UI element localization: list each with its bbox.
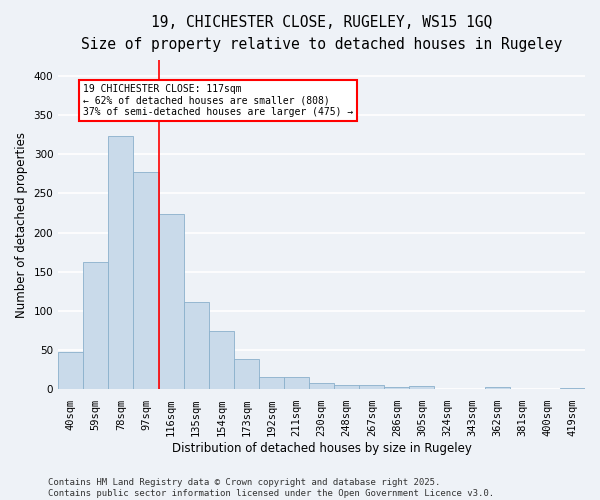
Bar [209,332,234,389]
Bar [409,386,434,389]
Bar [109,136,133,389]
Bar [234,358,259,389]
Bar [309,383,334,389]
Bar [385,387,409,389]
Bar [560,388,585,389]
Bar [83,262,109,389]
Title: 19, CHICHESTER CLOSE, RUGELEY, WS15 1GQ
Size of property relative to detached ho: 19, CHICHESTER CLOSE, RUGELEY, WS15 1GQ … [81,15,562,52]
Bar [485,387,510,389]
X-axis label: Distribution of detached houses by size in Rugeley: Distribution of detached houses by size … [172,442,472,455]
Bar [58,352,83,389]
Bar [334,386,359,389]
Text: 19 CHICHESTER CLOSE: 117sqm
← 62% of detached houses are smaller (808)
37% of se: 19 CHICHESTER CLOSE: 117sqm ← 62% of det… [83,84,353,117]
Bar [133,172,158,389]
Bar [359,384,385,389]
Y-axis label: Number of detached properties: Number of detached properties [15,132,28,318]
Bar [184,302,209,389]
Text: Contains HM Land Registry data © Crown copyright and database right 2025.
Contai: Contains HM Land Registry data © Crown c… [48,478,494,498]
Bar [259,378,284,389]
Bar [284,378,309,389]
Bar [158,214,184,389]
